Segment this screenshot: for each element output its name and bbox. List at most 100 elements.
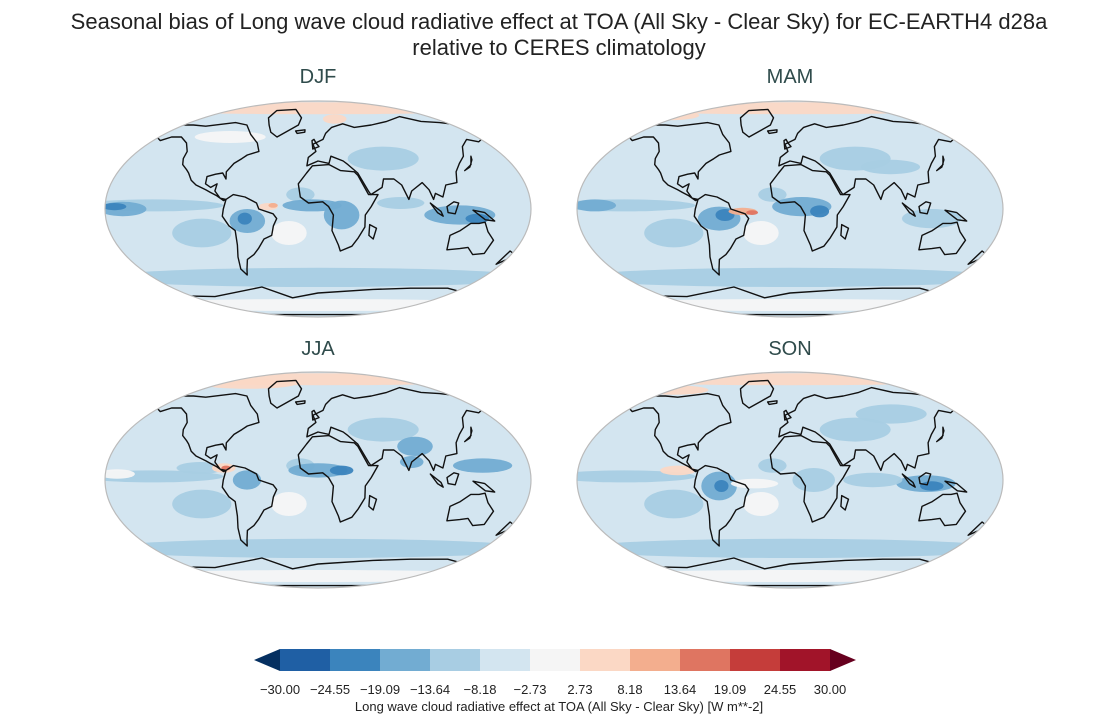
- coastline-japan: [936, 155, 945, 172]
- coastline-madagascar: [368, 223, 378, 240]
- coastline-north-america: [628, 121, 732, 202]
- colorbar-segment: [780, 649, 831, 671]
- coastline-sumatra: [901, 202, 916, 217]
- colorbar-segment: [280, 649, 331, 671]
- bias-region: [105, 570, 531, 582]
- coastline-africa: [769, 163, 851, 252]
- colorbar-extend-high: [830, 649, 856, 671]
- bias-region: [730, 478, 779, 489]
- bias-region: [105, 299, 531, 311]
- colorbar-segment: [680, 649, 731, 671]
- coastline-greenland: [739, 379, 775, 409]
- colorbar-segment: [330, 649, 381, 671]
- bias-region: [105, 469, 135, 479]
- coastline-iceland: [294, 400, 306, 406]
- bias-region: [105, 373, 531, 386]
- bias-region: [105, 203, 127, 211]
- colorbar-tick-label: −13.64: [409, 682, 451, 697]
- colorbar-tick-label: −8.18: [463, 682, 497, 697]
- coastline-australia: [446, 492, 495, 527]
- colorbar-tick-label: 8.18: [617, 682, 643, 697]
- coastline-sumatra: [429, 202, 444, 217]
- coastline-africa: [769, 434, 851, 523]
- coastline-japan: [936, 426, 945, 443]
- bias-region: [271, 221, 307, 245]
- map-frame: [104, 371, 532, 589]
- coastline-uk: [311, 409, 320, 421]
- coastline-borneo: [446, 472, 460, 486]
- bias-region: [746, 210, 758, 215]
- colorbar-segment: [630, 649, 681, 671]
- bias-region: [347, 146, 419, 171]
- colorbar-tick-label: 19.09: [713, 682, 747, 697]
- colorbar-tick-label: −30.00: [259, 682, 301, 697]
- coastline-borneo: [446, 201, 460, 215]
- map-panel-jja: [104, 371, 532, 589]
- coastline-new-guinea: [472, 480, 496, 493]
- bias-region: [453, 458, 513, 473]
- map-panel-mam: [576, 100, 1004, 318]
- coastline-madagascar: [368, 494, 378, 511]
- colorbar-tick-label: −24.55: [309, 682, 351, 697]
- coastline-greenland: [739, 108, 775, 138]
- map-frame: [576, 100, 1004, 318]
- colorbar: [254, 649, 856, 671]
- colorbar-tick-label: 13.64: [663, 682, 697, 697]
- map-frame: [104, 100, 532, 318]
- bias-region: [819, 417, 891, 442]
- coastline-australia: [918, 221, 967, 256]
- coastline-south-america: [221, 193, 278, 276]
- coastline-uk: [311, 138, 320, 150]
- bias-region: [810, 205, 830, 218]
- coastline-eurasia: [778, 386, 957, 472]
- panel-title-mam: MAM: [766, 66, 814, 88]
- colorbar-segment: [730, 649, 781, 671]
- coastline-japan: [464, 426, 473, 443]
- colorbar-tick-label: 24.55: [763, 682, 797, 697]
- coastline-eurasia: [306, 115, 485, 201]
- bias-region: [714, 480, 729, 492]
- colorbar-tick-label: 30.00: [813, 682, 847, 697]
- coastline-uk: [783, 409, 792, 421]
- colorbar-segment: [380, 649, 431, 671]
- coastline-greenland: [267, 108, 303, 138]
- map-panel-djf: [104, 100, 532, 318]
- coastline-iceland: [766, 400, 778, 406]
- coastline-new-guinea: [944, 480, 968, 493]
- bias-region: [194, 131, 266, 143]
- bias-region: [577, 199, 617, 212]
- bias-region: [743, 492, 779, 516]
- bias-region: [172, 218, 232, 248]
- map-panel-son: [576, 371, 1004, 589]
- bias-region: [860, 159, 921, 175]
- coastline-south-america: [693, 464, 750, 547]
- coastline-eurasia: [778, 115, 957, 201]
- coastline-sumatra: [429, 473, 444, 488]
- bias-region: [792, 468, 835, 492]
- coastline-borneo: [918, 472, 932, 486]
- bias-region: [105, 102, 531, 115]
- coastline-uk: [783, 138, 792, 150]
- coastline-greenland: [267, 379, 303, 409]
- bias-region: [105, 538, 531, 558]
- panel-title-djf: DJF: [299, 66, 337, 88]
- coastline-japan: [464, 155, 473, 172]
- bias-region: [237, 212, 252, 225]
- bias-region: [377, 197, 425, 209]
- colorbar-extend-low: [254, 649, 280, 671]
- coastline-south-america: [221, 464, 278, 547]
- figure-title-line-1: Seasonal bias of Long wave cloud radiati…: [70, 9, 1048, 34]
- coastline-new-guinea: [472, 209, 496, 222]
- bias-region: [855, 404, 927, 424]
- bias-region: [465, 213, 490, 224]
- coastline-madagascar: [840, 494, 850, 511]
- bias-region: [577, 373, 1003, 386]
- bias-region: [268, 203, 278, 208]
- bias-region: [288, 463, 348, 478]
- bias-region: [323, 200, 360, 230]
- bias-region: [577, 267, 1003, 287]
- colorbar-tick-label: 2.73: [567, 682, 593, 697]
- coastline-north-america: [156, 121, 260, 202]
- map-frame: [576, 371, 1004, 589]
- bias-region: [322, 114, 347, 124]
